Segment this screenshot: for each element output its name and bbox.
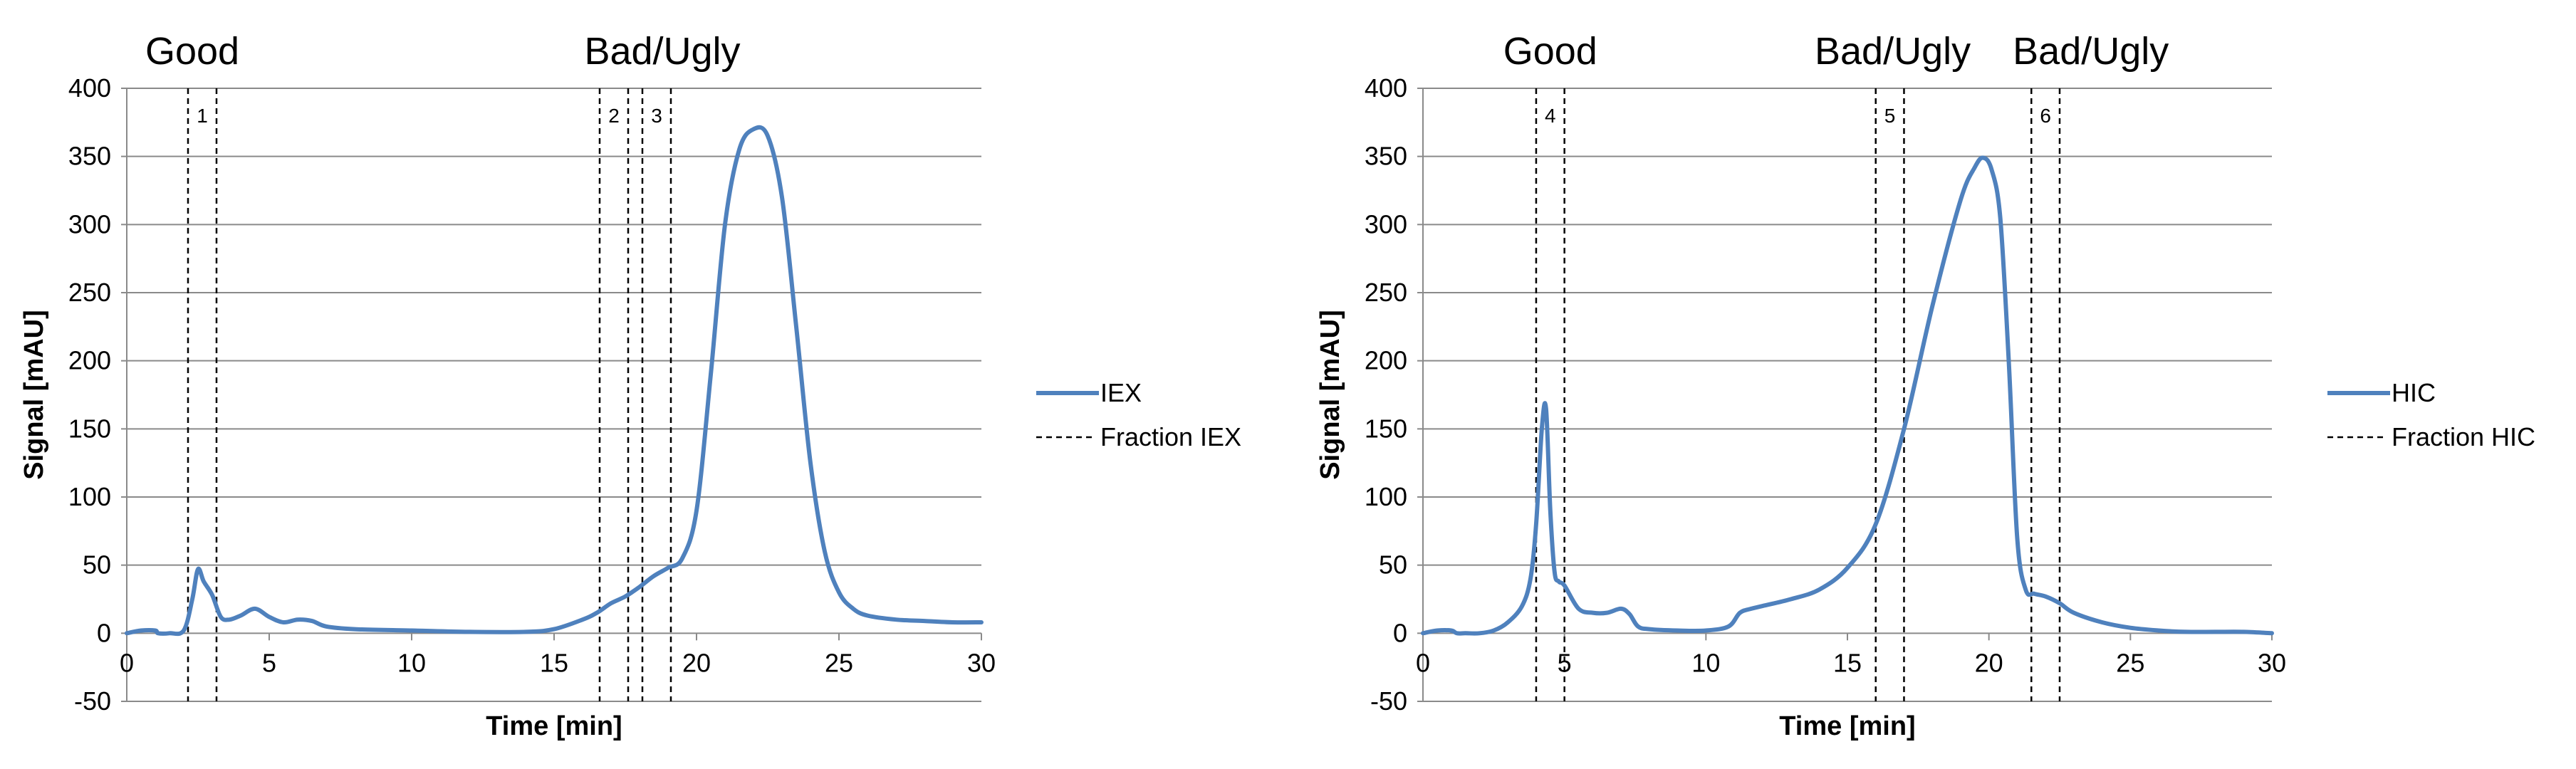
y-tick-label: 300 bbox=[68, 209, 111, 239]
y-tick-label: 100 bbox=[68, 482, 111, 511]
x-tick-label: 30 bbox=[2258, 648, 2286, 677]
x-tick-label: 25 bbox=[825, 648, 853, 677]
y-tick-label: 150 bbox=[68, 414, 111, 443]
y-tick-label: 150 bbox=[1365, 414, 1407, 443]
legend-series-label: HIC bbox=[2392, 378, 2436, 407]
x-tick-label: 25 bbox=[2116, 648, 2144, 677]
y-tick-label: 400 bbox=[1365, 73, 1407, 103]
x-tick-label: 5 bbox=[1558, 648, 1572, 677]
x-axis-title: Time [min] bbox=[1779, 711, 1915, 741]
region-label: Bad/Ugly bbox=[1815, 30, 1971, 73]
fraction-number: 1 bbox=[197, 105, 208, 127]
y-axis-title: Signal [mAU] bbox=[19, 310, 49, 480]
x-tick-label: 20 bbox=[682, 648, 711, 677]
legend-fraction-label: Fraction HIC bbox=[2392, 422, 2535, 451]
region-label: Good bbox=[1503, 30, 1597, 73]
x-axis-title: Time [min] bbox=[486, 711, 622, 741]
series-line-iex bbox=[125, 125, 984, 637]
fraction-number: 6 bbox=[2040, 105, 2051, 127]
fraction-number: 5 bbox=[1884, 105, 1896, 127]
x-tick-label: 30 bbox=[967, 648, 996, 677]
y-tick-label: 250 bbox=[68, 278, 111, 307]
legend-fraction-label: Fraction IEX bbox=[1100, 422, 1241, 451]
x-tick-label: 10 bbox=[397, 648, 426, 677]
y-tick-label: 300 bbox=[1365, 209, 1407, 239]
legend-series-label: IEX bbox=[1100, 378, 1142, 407]
y-tick-label: 200 bbox=[68, 346, 111, 375]
region-label: Bad/Ugly bbox=[584, 30, 740, 73]
region-label: Good bbox=[145, 30, 239, 73]
y-tick-label: 50 bbox=[83, 550, 111, 580]
y-tick-label: -50 bbox=[74, 686, 111, 716]
region-label: Bad/Ugly bbox=[2013, 30, 2169, 73]
x-tick-label: 15 bbox=[540, 648, 568, 677]
x-tick-label: 15 bbox=[1833, 648, 1862, 677]
x-tick-label: 5 bbox=[262, 648, 276, 677]
y-tick-label: 100 bbox=[1365, 482, 1407, 511]
y-tick-label: 50 bbox=[1379, 550, 1407, 580]
x-tick-label: 0 bbox=[120, 648, 134, 677]
y-tick-label: 0 bbox=[97, 618, 111, 647]
fraction-number: 2 bbox=[608, 105, 620, 127]
y-tick-label: 350 bbox=[1365, 142, 1407, 171]
y-tick-label: 400 bbox=[68, 73, 111, 103]
y-tick-label: 200 bbox=[1365, 346, 1407, 375]
x-tick-label: 10 bbox=[1691, 648, 1720, 677]
x-tick-label: 20 bbox=[1975, 648, 2003, 677]
fraction-number: 3 bbox=[651, 105, 662, 127]
fraction-number: 4 bbox=[1545, 105, 1556, 127]
y-axis-title: Signal [mAU] bbox=[1315, 310, 1345, 480]
series-line-hic bbox=[1421, 155, 2274, 636]
y-tick-label: 350 bbox=[68, 142, 111, 171]
y-tick-label: 0 bbox=[1393, 618, 1407, 647]
y-tick-label: -50 bbox=[1370, 686, 1407, 716]
y-tick-label: 250 bbox=[1365, 278, 1407, 307]
x-tick-label: 0 bbox=[1416, 648, 1430, 677]
